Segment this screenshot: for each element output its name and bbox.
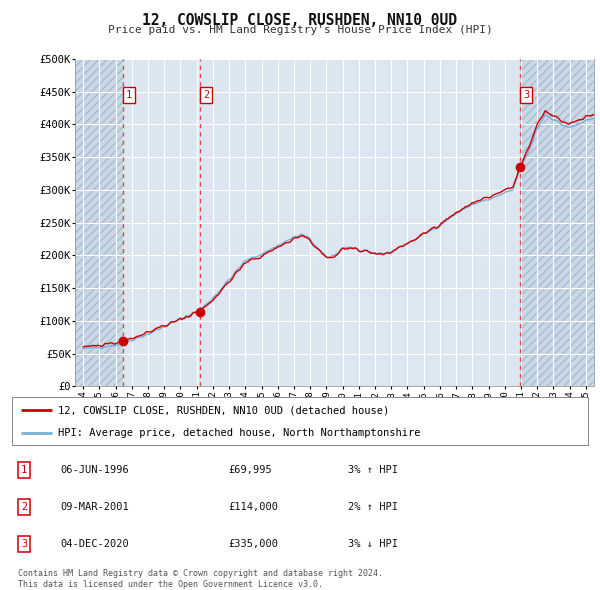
- Text: Price paid vs. HM Land Registry's House Price Index (HPI): Price paid vs. HM Land Registry's House …: [107, 25, 493, 35]
- Text: 3: 3: [21, 539, 27, 549]
- Text: 12, COWSLIP CLOSE, RUSHDEN, NN10 0UD (detached house): 12, COWSLIP CLOSE, RUSHDEN, NN10 0UD (de…: [58, 405, 389, 415]
- Text: 09-MAR-2001: 09-MAR-2001: [60, 502, 129, 512]
- Text: 06-JUN-1996: 06-JUN-1996: [60, 465, 129, 475]
- Text: 3% ↑ HPI: 3% ↑ HPI: [348, 465, 398, 475]
- Text: HPI: Average price, detached house, North Northamptonshire: HPI: Average price, detached house, Nort…: [58, 428, 421, 438]
- Text: Contains HM Land Registry data © Crown copyright and database right 2024.
This d: Contains HM Land Registry data © Crown c…: [18, 569, 383, 589]
- Text: 3% ↓ HPI: 3% ↓ HPI: [348, 539, 398, 549]
- Text: 04-DEC-2020: 04-DEC-2020: [60, 539, 129, 549]
- Text: 2: 2: [21, 502, 27, 512]
- Text: 1: 1: [21, 465, 27, 475]
- Bar: [520, 59, 594, 386]
- Text: 12, COWSLIP CLOSE, RUSHDEN, NN10 0UD: 12, COWSLIP CLOSE, RUSHDEN, NN10 0UD: [143, 13, 458, 28]
- Text: £69,995: £69,995: [228, 465, 272, 475]
- Text: 2: 2: [203, 90, 209, 100]
- Text: 1: 1: [126, 90, 132, 100]
- Text: £114,000: £114,000: [228, 502, 278, 512]
- Text: £335,000: £335,000: [228, 539, 278, 549]
- Bar: [75, 59, 122, 386]
- Text: 2% ↑ HPI: 2% ↑ HPI: [348, 502, 398, 512]
- Text: 3: 3: [523, 90, 529, 100]
